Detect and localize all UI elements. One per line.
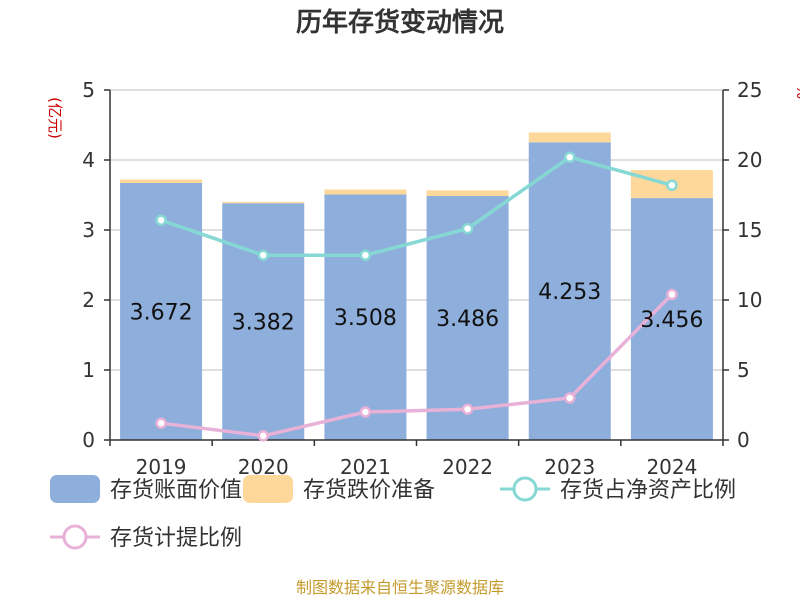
inventory-value-bar	[630, 198, 713, 440]
inventory-value-bar	[324, 194, 407, 440]
inventory-value-bar	[528, 142, 611, 441]
bar-data-label: 3.672	[130, 300, 193, 325]
x-tick-label: 2019	[136, 455, 187, 479]
x-tick-label: 2022	[442, 455, 493, 479]
bar-data-label: 3.382	[232, 311, 295, 336]
net-asset-ratio-point	[461, 222, 474, 235]
gridlines	[110, 89, 723, 371]
legend-label: 存货占净资产比例	[560, 478, 736, 503]
provision-ratio-point	[359, 406, 372, 418]
right-tick-label: 20	[737, 148, 762, 172]
net-asset-ratio-line	[160, 155, 673, 257]
right-tick-label: 5	[737, 358, 750, 382]
net-asset-ratio-point	[359, 249, 372, 261]
legend-label: 存货账面价值	[110, 478, 242, 503]
lines	[155, 151, 678, 442]
provision-ratio-point	[155, 417, 167, 429]
impairment-reserve-bar	[222, 201, 305, 204]
legend-label: 存货计提比例	[110, 526, 242, 551]
x-tick-label: 2023	[544, 455, 595, 479]
bar-data-label: 3.456	[640, 308, 703, 333]
provision-ratio-point	[257, 430, 269, 442]
legend-label: 存货跌价准备	[303, 478, 435, 503]
impairment-reserve-bar	[120, 179, 203, 183]
left-tick-label: 5	[82, 78, 95, 102]
bar-data-label: 3.508	[334, 306, 397, 331]
left-tick-label: 0	[82, 428, 95, 452]
net-asset-ratio-point	[155, 214, 167, 226]
impairment-reserve-bar	[528, 132, 611, 143]
left-tick-label: 4	[82, 148, 95, 172]
right-tick-label: 0	[737, 428, 750, 452]
provision-ratio-point	[461, 403, 474, 415]
impairment-reserve-bar	[426, 190, 509, 196]
bar-data-label: 4.253	[538, 280, 601, 305]
left-axis-unit: (亿元)	[46, 97, 64, 139]
inventory-value-bar	[222, 203, 305, 440]
legend-swatch-impairment-reserve	[243, 475, 293, 503]
legend-marker-swatch	[62, 524, 88, 550]
x-tick-label: 2021	[340, 455, 391, 479]
net-asset-ratio-point	[666, 179, 678, 191]
net-asset-ratio-point	[257, 249, 269, 261]
legend-marker-swatch	[512, 476, 538, 502]
right-tick-label: 15	[737, 218, 762, 242]
right-tick-label: 25	[737, 78, 762, 102]
net-asset-ratio-point	[564, 151, 576, 163]
right-tick-label: 10	[737, 288, 762, 312]
provision-ratio-point	[564, 392, 576, 404]
x-tick-label: 2024	[646, 455, 697, 479]
left-tick-label: 1	[82, 358, 95, 382]
left-tick-label: 3	[82, 218, 95, 242]
bar-data-label: 3.486	[436, 307, 499, 332]
chart-title: 历年存货变动情况	[296, 7, 504, 38]
impairment-reserve-bar	[324, 189, 407, 195]
legend-swatch-inventory-value	[50, 475, 100, 503]
provision-ratio-line	[160, 293, 674, 438]
bar-labels: 3.672 3.382 3.508 3.486 4.253 3.456	[130, 280, 704, 335]
provision-ratio-point	[666, 288, 678, 301]
source-note: 制图数据来自恒生聚源数据库	[296, 578, 504, 597]
bars	[120, 132, 713, 441]
left-tick-label: 2	[82, 288, 95, 312]
right-axis-unit: %	[793, 85, 800, 99]
